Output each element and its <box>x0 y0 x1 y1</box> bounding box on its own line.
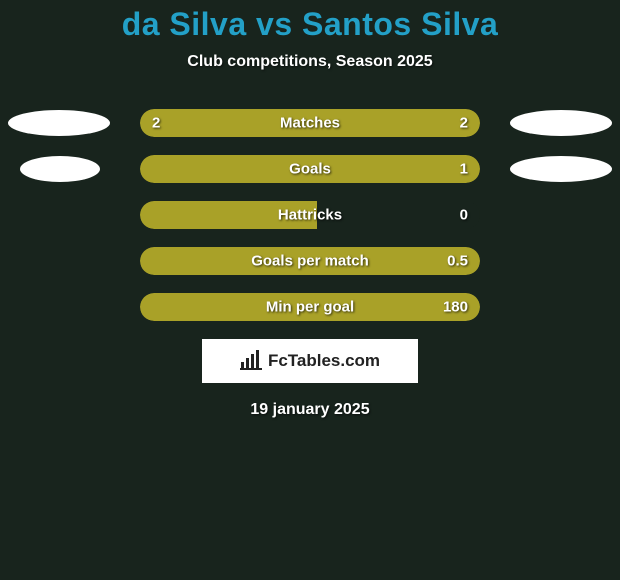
stat-value-right: 2 <box>460 115 468 132</box>
stat-bar: 180 Min per goal <box>140 293 480 321</box>
page-title: da Silva vs Santos Silva <box>0 6 620 43</box>
stat-row: 2 2 Matches <box>0 109 620 137</box>
stat-value-left: 2 <box>152 115 160 132</box>
stat-label: Matches <box>280 115 340 132</box>
stat-label: Min per goal <box>266 299 354 316</box>
stat-bar: 0.5 Goals per match <box>140 247 480 275</box>
stat-label: Goals per match <box>251 253 369 270</box>
comparison-card: da Silva vs Santos Silva Club competitio… <box>0 0 620 419</box>
source-logo: FcTables.com <box>202 339 418 383</box>
stat-value-right: 0 <box>460 207 468 224</box>
stat-row: 1 Goals <box>0 155 620 183</box>
player-badge-left <box>20 156 100 182</box>
player-badge-right <box>510 156 612 182</box>
bar-fill-right <box>317 109 480 137</box>
stat-row: 0 Hattricks <box>0 201 620 229</box>
stat-row: 180 Min per goal <box>0 293 620 321</box>
stat-label: Hattricks <box>278 207 342 224</box>
stat-row: 0.5 Goals per match <box>0 247 620 275</box>
stat-bar: 1 Goals <box>140 155 480 183</box>
date-label: 19 january 2025 <box>0 401 620 419</box>
bar-fill-right <box>317 155 480 183</box>
stat-bar: 2 2 Matches <box>140 109 480 137</box>
stat-value-right: 0.5 <box>447 253 468 270</box>
stat-bar: 0 Hattricks <box>140 201 480 229</box>
logo-text: FcTables.com <box>268 351 380 371</box>
subtitle: Club competitions, Season 2025 <box>0 53 620 71</box>
player-badge-left <box>8 110 110 136</box>
bar-chart-icon <box>240 352 262 370</box>
stat-label: Goals <box>289 161 331 178</box>
stats-rows: 2 2 Matches 1 Goals 0 Hattricks 0.5 Goals per ma… <box>0 109 620 321</box>
stat-value-right: 180 <box>443 299 468 316</box>
stat-value-right: 1 <box>460 161 468 178</box>
player-badge-right <box>510 110 612 136</box>
